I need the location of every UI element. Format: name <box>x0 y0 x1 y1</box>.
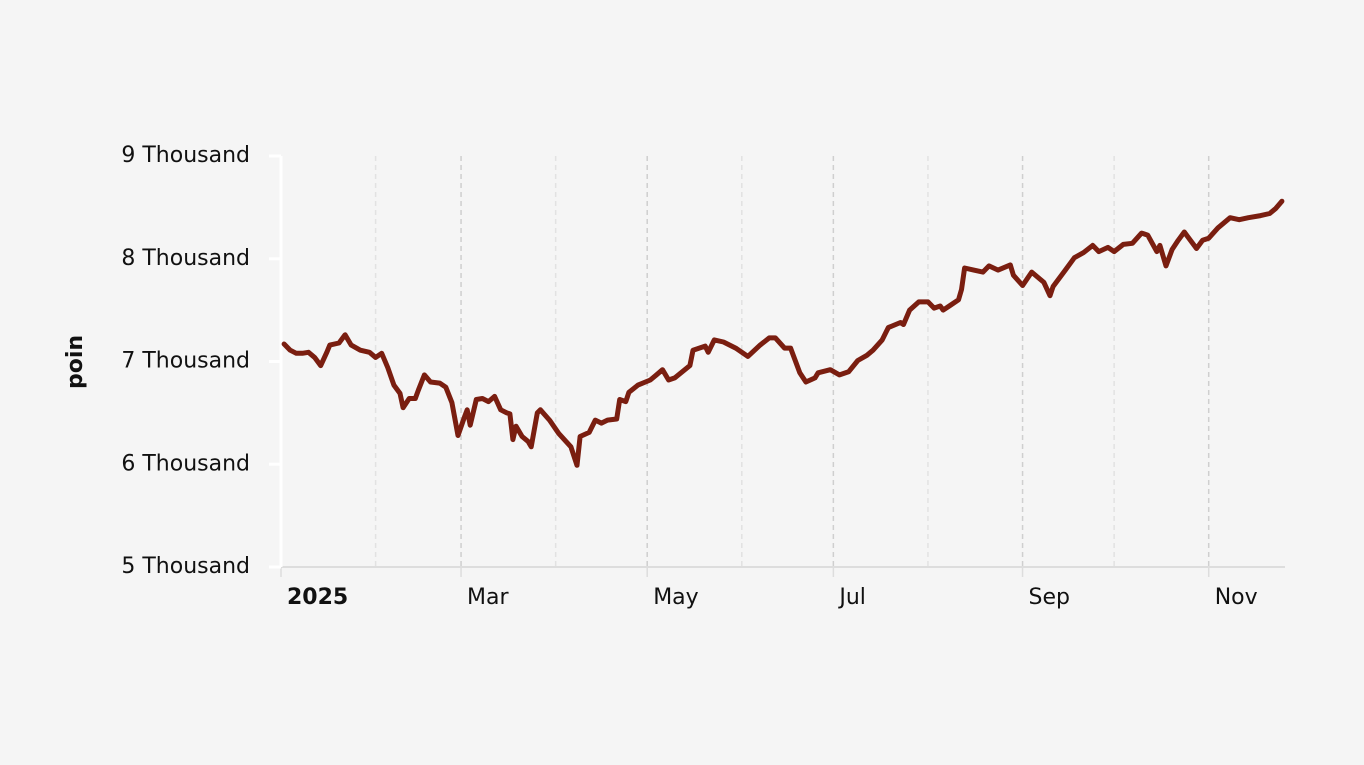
x-tick-label: 2025 <box>287 585 348 610</box>
x-tick-label: May <box>653 585 698 610</box>
y-tick-label: 8 Thousand <box>121 246 250 271</box>
x-tick-label: Nov <box>1215 585 1258 610</box>
y-tick-label: 6 Thousand <box>121 451 250 476</box>
y-tick-label: 9 Thousand <box>121 143 250 168</box>
y-tick-label: 7 Thousand <box>121 349 250 374</box>
x-tick-label: Mar <box>467 585 509 610</box>
y-tick-label: 5 Thousand <box>121 554 250 579</box>
x-tick-label: Jul <box>837 585 866 610</box>
line-series <box>281 198 1285 468</box>
x-tick-label: Sep <box>1029 585 1070 610</box>
y-axis-label: poin <box>63 335 88 389</box>
